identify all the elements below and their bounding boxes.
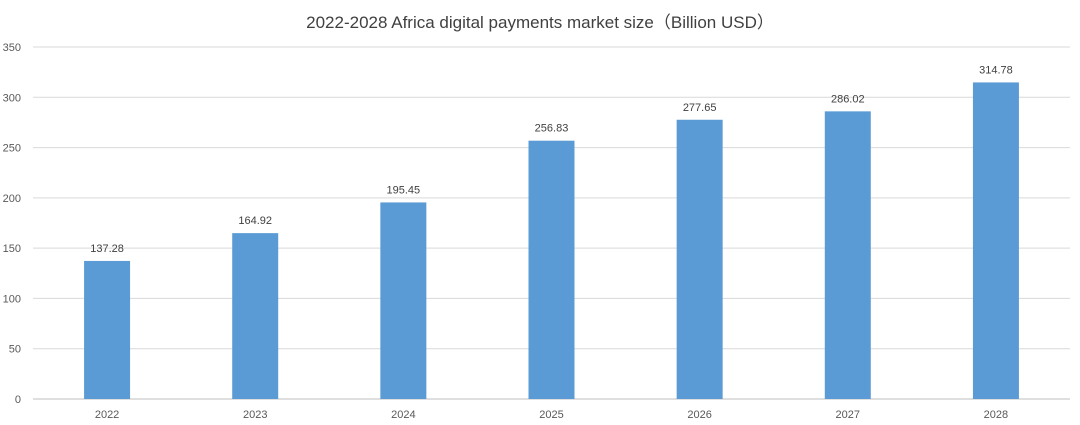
data-label: 277.65 [683,102,717,114]
bar-2025 [528,140,575,399]
data-labels: 137.28 164.92 195.45 256.83 277.65 286.02 314.… [90,64,1013,255]
y-tick-label: 0 [15,394,21,406]
y-tick-label: 200 [3,193,21,205]
data-label: 256.83 [535,123,569,135]
x-axis-tick-labels: 2022 2023 2024 2025 2026 2027 2028 [95,409,1008,421]
x-tick-label: 2026 [687,409,711,421]
x-tick-label: 2027 [836,409,860,421]
data-label: 286.02 [831,93,865,105]
bar-2027 [824,111,871,400]
y-tick-label: 150 [3,243,21,255]
bar-2023 [232,233,279,399]
y-tick-label: 50 [9,344,21,356]
x-tick-label: 2024 [391,409,415,421]
bars [84,82,1019,400]
x-tick-label: 2023 [243,409,267,421]
y-tick-label: 350 [3,42,21,54]
data-label: 314.78 [979,64,1013,76]
x-tick-label: 2028 [984,409,1008,421]
bar-2024 [380,202,427,399]
chart-title: 2022-2028 Africa digital payments market… [306,13,774,32]
bar-2028 [972,82,1019,399]
data-label: 195.45 [387,184,421,196]
data-label: 164.92 [238,215,272,227]
y-tick-label: 250 [3,143,21,155]
x-tick-label: 2025 [539,409,563,421]
y-tick-label: 300 [3,92,21,104]
x-tick-label: 2022 [95,409,119,421]
bar-2026 [676,119,723,399]
y-axis-tick-labels: 0 50 100 150 200 250 300 350 [3,42,21,406]
data-label: 137.28 [90,243,124,255]
bar-2022 [84,260,131,399]
y-tick-label: 100 [3,293,21,305]
